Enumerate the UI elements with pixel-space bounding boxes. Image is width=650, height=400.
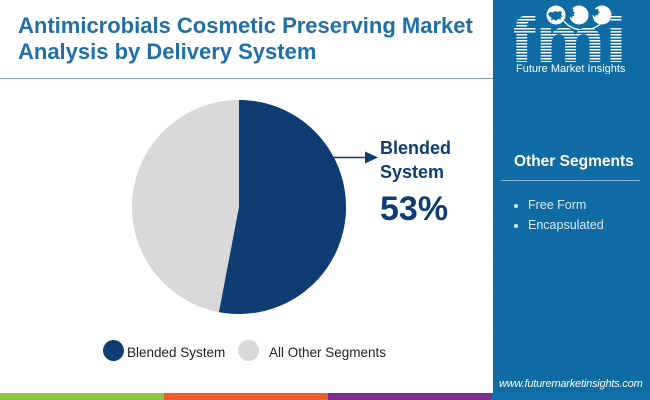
svg-text:Future Market Insights: Future Market Insights [516,63,626,74]
